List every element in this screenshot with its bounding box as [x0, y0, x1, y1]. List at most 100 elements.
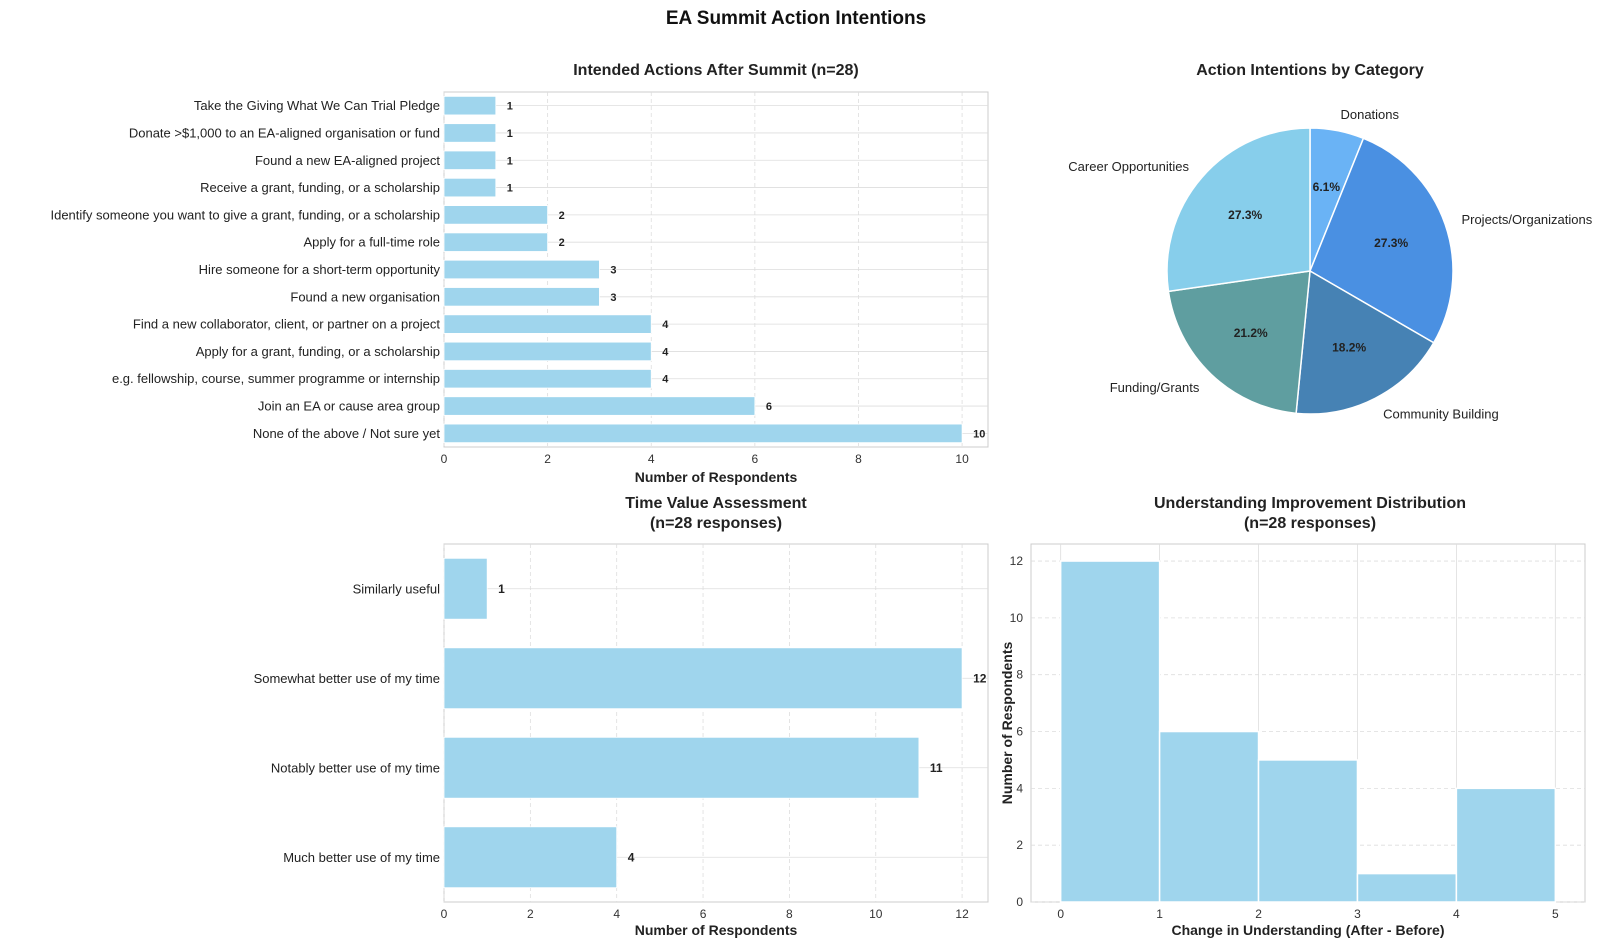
y-tick-label: 6: [1016, 725, 1023, 739]
time-value-x-axis-label: Number of Respondents: [635, 922, 798, 938]
bar-receive-a-grant-funding-or-a-scholarship: [443, 177, 497, 198]
category-pie-chart: Action Intentions by Category Donations P…: [1068, 62, 1592, 422]
understanding-histogram-y-axis-label: Number of Respondents: [999, 642, 1015, 805]
value-label: 2: [559, 237, 565, 249]
category-label: Apply for a grant, funding, or a scholar…: [196, 344, 440, 359]
understanding-histogram-y-ticks: 0 2 4 6 8 10 12: [1010, 554, 1024, 909]
value-label: 1: [498, 582, 505, 596]
histogram-bar-2-3: [1257, 759, 1359, 903]
pie-category-label: Projects/Organizations: [1461, 212, 1592, 227]
category-label: Much better use of my time: [283, 850, 440, 865]
bar-similarly-useful: [443, 557, 488, 620]
bar-none-of-the-above-not-sure-yet: [443, 423, 963, 444]
time-value-title: Time Value Assessment: [625, 495, 807, 512]
value-label: 4: [662, 374, 669, 386]
value-label: 12: [973, 671, 987, 685]
value-label: 1: [507, 155, 513, 167]
bar-notably-better-use-of-my-time: [443, 736, 920, 799]
x-tick-label: 4: [648, 452, 655, 466]
category-pie-labels: Donations Projects/Organizations Community…: [1068, 107, 1592, 422]
bar-hire-someone-for-a-short-term-opportunity: [443, 259, 600, 280]
bar-found-a-new-ea-aligned-project: [443, 150, 497, 170]
intended-actions-title: Intended Actions After Summit (n=28): [573, 62, 859, 79]
category-label: Receive a grant, funding, or a scholarsh…: [200, 180, 440, 195]
x-tick-label: 0: [1057, 907, 1064, 921]
pie-percent-label: 18.2%: [1332, 340, 1366, 354]
histogram-bar-4-5: [1455, 787, 1557, 903]
x-tick-label: 6: [700, 907, 707, 921]
pie-percent-label: 27.3%: [1374, 236, 1408, 250]
bar-join-an-ea-or-cause-area-group: [443, 396, 756, 416]
y-tick-label: 0: [1016, 895, 1023, 909]
intended-actions-x-axis-label: Number of Respondents: [635, 469, 798, 485]
category-label: Find a new collaborator, client, or part…: [133, 317, 441, 332]
x-tick-label: 12: [955, 907, 969, 921]
pie-category-label: Funding/Grants: [1110, 380, 1200, 395]
y-tick-label: 2: [1016, 838, 1023, 852]
category-pie-percent-labels: 6.1% 27.3% 18.2% 21.2% 27.3%: [1228, 180, 1408, 355]
category-label: Notably better use of my time: [271, 760, 440, 775]
x-tick-label: 8: [855, 452, 862, 466]
x-tick-label: 5: [1552, 907, 1559, 921]
y-tick-label: 4: [1016, 781, 1023, 795]
bar-apply-for-a-grant-funding-or-a-scholarship: [443, 341, 652, 362]
bar-donate-1-000-to-an-ea-aligned-organisation-or-fund: [443, 123, 497, 143]
intended-actions-bars: [443, 95, 963, 444]
value-label: 4: [628, 850, 635, 864]
x-tick-label: 3: [1354, 907, 1361, 921]
figure-title: EA Summit Action Intentions: [666, 8, 926, 29]
x-tick-label: 2: [527, 907, 534, 921]
category-label: Donate >$1,000 to an EA-aligned organisa…: [129, 125, 440, 140]
category-label: Somewhat better use of my time: [254, 671, 440, 686]
x-tick-label: 0: [441, 907, 448, 921]
histogram-bar-1-2: [1158, 730, 1260, 903]
value-label: 4: [662, 319, 669, 331]
x-tick-label: 0: [441, 452, 448, 466]
pie-slice-community-building: [1295, 269, 1435, 415]
bar-identify-someone-you-want-to-give-a-grant-funding-or-a-scholarship: [443, 205, 549, 225]
x-tick-label: 2: [1255, 907, 1262, 921]
intended-actions-x-ticks: 0 2 4 6 8 10: [441, 452, 969, 466]
value-label: 10: [973, 428, 985, 440]
pie-category-label: Community Building: [1383, 407, 1499, 422]
category-label: Found a new EA-aligned project: [255, 153, 440, 168]
x-tick-label: 1: [1156, 907, 1163, 921]
value-label: 1: [507, 101, 513, 113]
bar-take-the-giving-what-we-can-trial-pledge: [443, 95, 497, 116]
time-value-subtitle: (n=28 responses): [650, 515, 782, 532]
understanding-histogram-x-ticks: 0 1 2 3 4 5: [1057, 907, 1559, 921]
histogram-bar-3-4: [1356, 872, 1458, 903]
category-label: Take the Giving What We Can Trial Pledge: [194, 98, 440, 113]
pie-percent-label: 21.2%: [1234, 326, 1268, 340]
value-label: 3: [610, 265, 616, 277]
bar-much-better-use-of-my-time: [443, 826, 618, 889]
x-tick-label: 4: [1453, 907, 1460, 921]
value-label: 1: [507, 183, 513, 195]
category-label: Join an EA or cause area group: [258, 399, 440, 414]
value-label: 1: [507, 128, 513, 140]
value-label: 4: [662, 346, 669, 358]
value-label: 2: [559, 210, 565, 222]
x-tick-label: 10: [869, 907, 883, 921]
bar-e-g-fellowship-course-summer-programme-or-internship: [443, 369, 652, 389]
histogram-bar-0-1: [1059, 560, 1161, 903]
y-tick-label: 8: [1016, 668, 1023, 682]
understanding-histogram-subtitle: (n=28 responses): [1244, 515, 1376, 532]
understanding-histogram-title: Understanding Improvement Distribution: [1154, 495, 1466, 512]
category-pie-slices: [1166, 127, 1454, 415]
bar-somewhat-better-use-of-my-time: [443, 647, 963, 710]
time-value-bars: [443, 557, 963, 889]
understanding-histogram-bars: [1059, 560, 1557, 903]
bar-find-a-new-collaborator-client-or-partner-on-a-project: [443, 314, 652, 334]
intended-actions-category-labels: Take the Giving What We Can Trial Pledge…: [50, 98, 440, 441]
pie-slice-funding-grants: [1167, 270, 1311, 415]
understanding-histogram: Understanding Improvement Distribution (…: [999, 495, 1586, 938]
time-value-value-labels: 1 12 11 4: [498, 582, 987, 865]
value-label: 6: [766, 401, 772, 413]
bar-apply-for-a-full-time-role: [443, 232, 549, 252]
category-label: None of the above / Not sure yet: [253, 426, 441, 441]
time-value-x-ticks: 0 2 4 6 8 10 12: [441, 907, 969, 921]
y-tick-label: 10: [1010, 611, 1024, 625]
category-label: Identify someone you want to give a gran…: [50, 207, 440, 222]
